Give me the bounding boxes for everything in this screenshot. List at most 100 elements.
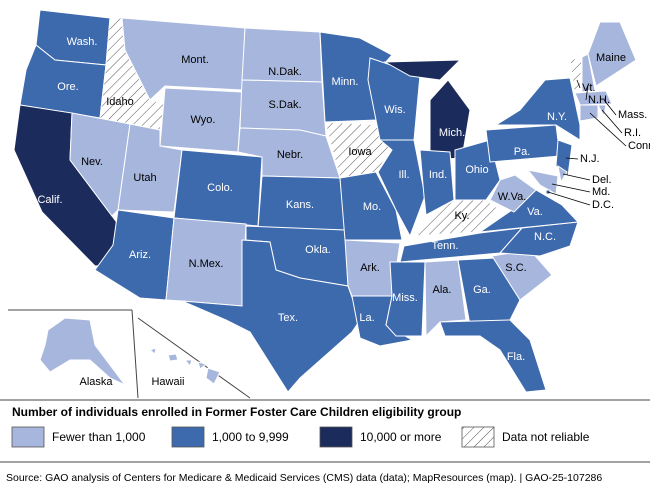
state-label: Nebr. (277, 149, 303, 161)
state-shape (339, 171, 403, 241)
state-label: Hawaii (151, 376, 184, 388)
state-label: Utah (133, 172, 156, 184)
state-label: Tenn. (432, 240, 459, 252)
state-label: R.I. (624, 127, 641, 139)
state-label: Idaho (106, 96, 134, 108)
state-shape (526, 169, 559, 195)
leader-line (551, 183, 591, 193)
state-label: Iowa (348, 146, 372, 158)
leader-line (547, 191, 591, 206)
state-shape (197, 361, 208, 370)
legend-swatch (319, 426, 353, 448)
state-shape (167, 353, 179, 362)
source-note: Source: GAO analysis of Centers for Medi… (6, 472, 602, 484)
legend-swatch (461, 426, 495, 448)
state-label: Ore. (57, 81, 78, 93)
legend-swatch (171, 426, 205, 448)
leader-line (562, 173, 591, 181)
leader-line (576, 79, 581, 89)
legend-label: 10,000 or more (360, 430, 442, 444)
state-label: N.Mex. (189, 258, 224, 270)
state-shape (498, 221, 579, 257)
state-label: N.Dak. (268, 66, 302, 78)
state-shape (424, 259, 467, 338)
legend-label: Data not reliable (502, 430, 590, 444)
state-label: S.C. (505, 262, 526, 274)
state-label: Ill. (399, 169, 410, 181)
state-label: Kans. (286, 199, 314, 211)
state-label: Ga. (473, 284, 491, 296)
state-shape (429, 79, 471, 161)
leader-line (603, 99, 617, 116)
state-shape (69, 112, 131, 217)
state-shape (205, 367, 221, 385)
state-shape (494, 77, 581, 141)
state-label: D.C. (592, 199, 614, 211)
state-label: N.J. (580, 153, 600, 165)
leader-line (585, 84, 589, 101)
state-shape (324, 121, 393, 179)
state-label: Pa. (514, 146, 531, 158)
state-label: Okla. (305, 244, 331, 256)
state-label: Va. (527, 206, 543, 218)
state-shape (148, 347, 157, 355)
state-label: Calif. (37, 194, 62, 206)
state-label: N.H. (588, 94, 610, 106)
state-label: Minn. (332, 76, 359, 88)
state-label: Nev. (81, 156, 103, 168)
state-shape (569, 56, 583, 91)
state-label: Maine (596, 52, 626, 64)
state-label: Miss. (392, 292, 418, 304)
states (13, 9, 637, 393)
state-shape (557, 164, 568, 184)
state-label: Ala. (433, 284, 452, 296)
state-label: Wash. (67, 36, 98, 48)
state-label: Fla. (507, 351, 525, 363)
legend-title: Number of individuals enrolled in Former… (12, 405, 461, 419)
legend: Fewer than 1,000 1,000 to 9,999 10,000 or … (11, 426, 590, 448)
state-shape (581, 53, 596, 93)
state-shape (587, 21, 637, 87)
state-shape (377, 139, 426, 238)
state-shape (479, 189, 580, 233)
leader-line (601, 109, 623, 134)
state-label: Tex. (278, 312, 298, 324)
state-label: Wyo. (191, 114, 216, 126)
inset-border (137, 317, 251, 399)
state-shape (383, 59, 462, 81)
legend-label: 1,000 to 9,999 (212, 430, 289, 444)
leader-line (565, 157, 579, 160)
state-label: Ky. (454, 210, 469, 222)
state-label: Colo. (207, 182, 233, 194)
state-label: Ark. (360, 262, 380, 274)
state-label: Md. (592, 186, 610, 198)
state-label: Conn. (628, 140, 650, 152)
state-label: Alaska (79, 376, 113, 388)
state-label: Mich. (439, 127, 465, 139)
state-shape (489, 174, 537, 213)
inset-border (131, 309, 139, 399)
state-label: N.Y. (547, 111, 567, 123)
state-label: La. (359, 312, 374, 324)
state-label: Vt. (582, 82, 595, 94)
state-shape (183, 359, 193, 368)
state-label: N.C. (534, 231, 556, 243)
state-label: W.Va. (498, 191, 527, 203)
legend-swatch (11, 426, 45, 448)
state-shape (419, 149, 455, 216)
state-label: Mo. (363, 201, 381, 213)
state-label: Ariz. (129, 249, 151, 261)
state-label: Mass. (618, 109, 647, 121)
state-shape (579, 104, 599, 122)
state-labels: Wash. Ore. Calif. Idaho Nev. Mont. Wyo. Utah Col… (37, 36, 650, 388)
state-label: Del. (592, 174, 612, 186)
state-shape (574, 90, 613, 106)
state-shape (181, 239, 361, 393)
state-shape (439, 319, 547, 393)
legend-label: Fewer than 1,000 (52, 430, 146, 444)
state-label: S.Dak. (268, 99, 301, 111)
state-shape (39, 317, 126, 386)
state-label: Ind. (429, 169, 447, 181)
leader-line (589, 112, 627, 147)
